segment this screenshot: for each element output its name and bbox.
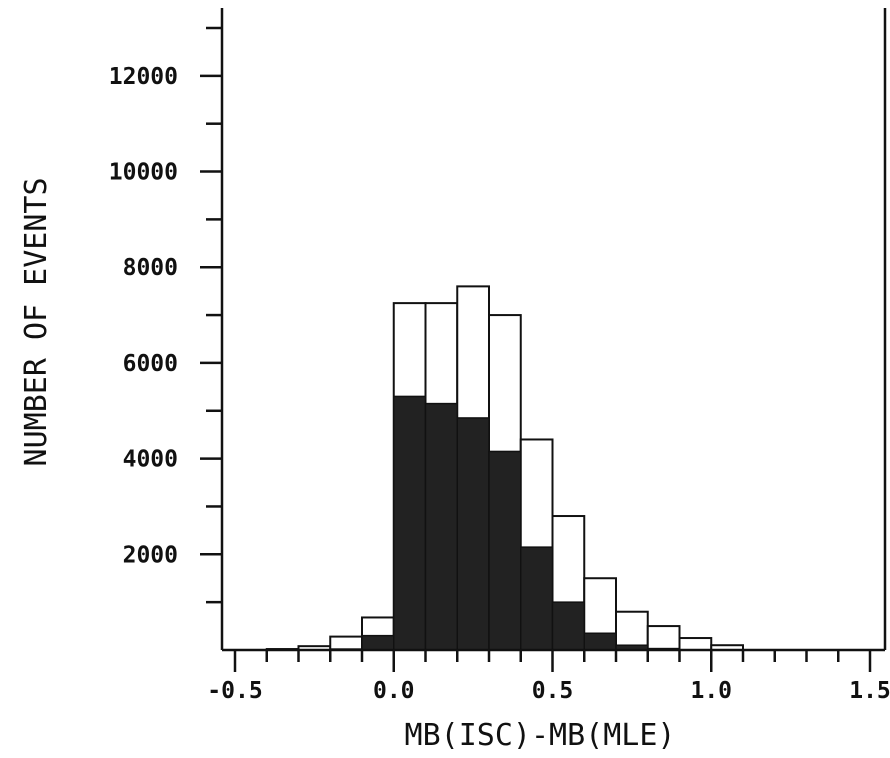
filled-bar-4 [393, 395, 427, 651]
y-tick-label: 2000 [123, 542, 178, 568]
filled-bar-5 [424, 402, 458, 651]
x-tick-label: 1.5 [849, 678, 890, 704]
y-tick-label: 4000 [123, 447, 178, 473]
y-tick-label: 8000 [123, 255, 178, 281]
x-tick-label: 0.0 [373, 678, 415, 704]
x-tick-label: 0.5 [532, 678, 574, 704]
open-bar-13 [678, 637, 713, 651]
x-tick-label: 1.0 [690, 678, 732, 704]
x-axis-ticks [233, 650, 872, 672]
open-bar-11 [615, 610, 649, 652]
open-bar-2 [329, 635, 363, 652]
y-tick-labels: 2000 4000 6000 8000 10000 12000 [109, 64, 178, 568]
filled-bar-3 [361, 634, 395, 651]
filled-bar-9 [551, 601, 585, 651]
y-tick-label: 6000 [123, 351, 178, 377]
x-tick-labels: -0.5 0.0 0.5 1.0 1.5 [207, 678, 890, 704]
filled-bar-8 [520, 546, 554, 651]
open-bar-12 [646, 625, 681, 651]
filled-bars-group [329, 395, 681, 651]
x-tick-label: -0.5 [207, 678, 262, 704]
y-tick-label: 10000 [109, 160, 178, 186]
y-axis-ticks [200, 26, 222, 604]
y-axis-title: NUMBER OF EVENTS [19, 178, 54, 467]
x-axis-title: MB(ISC)-MB(MLE) [405, 718, 676, 753]
y-tick-label: 12000 [109, 64, 178, 90]
filled-bar-6 [456, 417, 490, 651]
filled-bar-7 [488, 450, 522, 651]
filled-bar-10 [583, 632, 617, 651]
